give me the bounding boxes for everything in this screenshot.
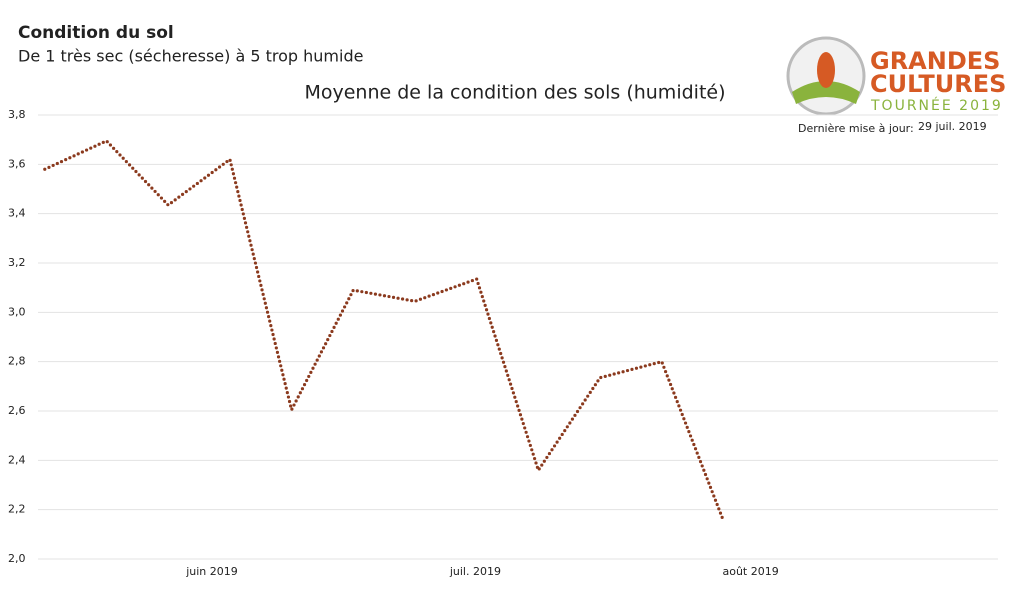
logo-text: TOURNÉE 2019 bbox=[870, 97, 1003, 114]
y-tick-label: 3,8 bbox=[8, 108, 26, 121]
y-tick-label: 2,0 bbox=[8, 552, 26, 565]
logo: GRANDES CULTURES TOURNÉE 2019 bbox=[786, 36, 1006, 116]
x-tick-label: juil. 2019 bbox=[449, 565, 501, 578]
y-tick-label: 2,8 bbox=[8, 355, 26, 368]
chart-title: Moyenne de la condition des sols (humidi… bbox=[304, 82, 725, 104]
y-tick-label: 2,6 bbox=[8, 404, 26, 417]
y-tick-label: 3,6 bbox=[8, 157, 26, 170]
data-line bbox=[43, 139, 726, 523]
logo-field bbox=[792, 81, 860, 104]
y-tick-label: 2,2 bbox=[8, 503, 26, 516]
logo-text: CULTURES bbox=[870, 70, 1006, 98]
update-label: Dernière mise à jour: bbox=[798, 122, 914, 135]
x-tick-label: août 2019 bbox=[722, 565, 778, 578]
update-date: 29 juil. 2019 bbox=[918, 120, 987, 133]
y-tick-label: 3,2 bbox=[8, 256, 26, 269]
y-tick-label: 3,0 bbox=[8, 305, 26, 318]
y-tick-label: 2,4 bbox=[8, 453, 26, 466]
x-tick-label: juin 2019 bbox=[185, 565, 238, 578]
logo-text: GRANDES bbox=[870, 47, 1000, 75]
y-tick-label: 3,4 bbox=[8, 207, 26, 220]
subtitle: De 1 très sec (sécheresse) à 5 trop humi… bbox=[18, 47, 363, 66]
logo-corn bbox=[817, 52, 835, 88]
title: Condition du sol bbox=[18, 23, 174, 43]
